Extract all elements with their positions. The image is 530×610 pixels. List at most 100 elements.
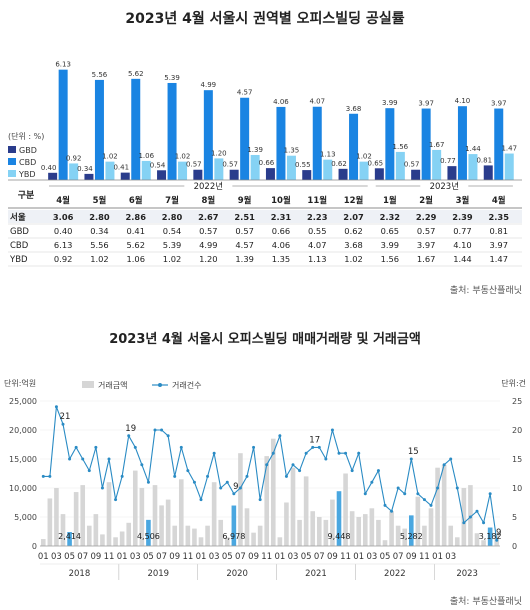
left-axis-tick: 15,000 (9, 455, 37, 464)
legend-swatch-amount (82, 381, 94, 388)
amount-bar (60, 514, 66, 546)
table-cell: 0.57 (199, 226, 217, 236)
count-point (107, 457, 111, 461)
table-cell: 4.57 (235, 240, 253, 250)
count-point (81, 457, 85, 461)
bar-cbd (421, 108, 431, 180)
table-cell: 0.66 (272, 226, 290, 236)
amount-bar-highlight (408, 515, 414, 546)
count-line-path (43, 406, 498, 541)
amount-bar (126, 522, 132, 546)
bar-ybd (359, 161, 369, 180)
table-cell: 0.34 (90, 226, 108, 236)
x-month-tick: 11 (340, 552, 351, 562)
table-row-label: YBD (9, 255, 28, 265)
bar-ybd (468, 154, 478, 180)
count-point (225, 480, 229, 484)
x-year-label: 2019 (147, 569, 169, 579)
amount-bar (343, 473, 348, 546)
amount-bar (119, 531, 125, 546)
amount-bar (185, 525, 191, 546)
bar-label-ybd: 1.02 (356, 153, 372, 161)
table-row-label: 서울 (10, 212, 26, 223)
table-cell: 1.02 (90, 254, 108, 264)
amount-bar-highlight (67, 531, 72, 546)
count-peak-label: 19 (125, 424, 136, 434)
transaction-legend: 거래금액 거래건수 (82, 380, 201, 390)
count-point (396, 486, 400, 490)
count-point (462, 521, 466, 525)
bar-gbd (411, 169, 421, 180)
bar-label-ybd: 1.06 (138, 152, 154, 160)
count-point (153, 428, 157, 432)
table-cell: 0.65 (381, 226, 399, 236)
table-cell: 0.40 (54, 226, 72, 236)
x-month-tick: 03 (445, 552, 456, 562)
bar-label-gbd: 0.41 (113, 164, 129, 172)
x-month-tick: 09 (406, 552, 417, 562)
count-point (74, 445, 78, 449)
amount-bar-highlight (487, 527, 493, 546)
bar-label-cbd: 4.10 (455, 97, 471, 105)
count-point (324, 457, 328, 461)
bar-ybd (69, 163, 79, 180)
count-point (403, 492, 407, 496)
count-point (252, 445, 256, 449)
right-axis-tick: 15 (512, 455, 522, 464)
count-point (337, 451, 341, 455)
count-point (383, 503, 387, 507)
count-point (245, 474, 249, 478)
bar-cbd (457, 106, 467, 180)
table-corner-label: 구분 (18, 190, 35, 201)
table-month-header: 6월 (129, 195, 143, 206)
x-year-label: 2020 (226, 569, 248, 579)
table-cell: 1.67 (417, 254, 435, 264)
count-point (311, 445, 315, 449)
amount-highlight-label: 6,978 (222, 532, 245, 541)
amount-bar (448, 525, 454, 546)
legend-label-gbd: GBD (19, 146, 37, 155)
amount-bar (244, 508, 250, 546)
amount-bar (54, 488, 59, 546)
count-point (54, 405, 58, 409)
x-month-tick: 09 (248, 552, 259, 562)
x-month-tick: 01 (196, 552, 207, 562)
count-point (87, 469, 91, 473)
count-point (94, 445, 98, 449)
bar-label-cbd: 4.07 (309, 98, 325, 106)
count-point (265, 463, 269, 467)
x-month-tick: 01 (117, 552, 128, 562)
legend-label-count: 거래건수 (172, 380, 201, 390)
bar-ybd (504, 153, 514, 180)
table-month-header: 3월 (456, 195, 470, 206)
x-month-tick: 11 (104, 552, 115, 562)
count-point (41, 474, 45, 478)
table-cell: 0.55 (308, 226, 326, 236)
bar-ybd (141, 160, 151, 180)
table-cell: 2.23 (307, 212, 328, 222)
bar-label-cbd: 4.06 (273, 98, 289, 106)
left-axis-unit: 단위:억원 (4, 378, 36, 388)
table-month-header: 2월 (419, 195, 433, 206)
table-cell: 3.06 (53, 212, 74, 222)
bar-ybd (250, 154, 260, 180)
table-cell: 5.56 (90, 240, 108, 250)
bar-label-cbd: 4.57 (237, 89, 253, 97)
table-cell: 3.97 (417, 240, 435, 250)
table-cell: 1.35 (272, 254, 290, 264)
bar-cbd (276, 106, 286, 180)
bar-label-gbd: 0.57 (404, 161, 420, 169)
vacancy-chart-title: 2023년 4월 서울시 권역별 오피스빌딩 공실률 (125, 10, 404, 27)
count-point (186, 469, 190, 473)
count-peak-label: 9 (496, 528, 501, 538)
amount-bar (435, 467, 440, 546)
bar-label-gbd: 0.40 (41, 164, 57, 172)
x-year-label: 2018 (69, 569, 91, 579)
table-cell: 5.62 (127, 240, 145, 250)
amount-bar (277, 537, 283, 546)
bar-gbd (229, 169, 239, 180)
amount-bar (362, 514, 368, 546)
x-month-tick: 11 (419, 552, 430, 562)
left-axis-tick: 0 (32, 542, 37, 551)
x-month-tick: 09 (90, 552, 101, 562)
